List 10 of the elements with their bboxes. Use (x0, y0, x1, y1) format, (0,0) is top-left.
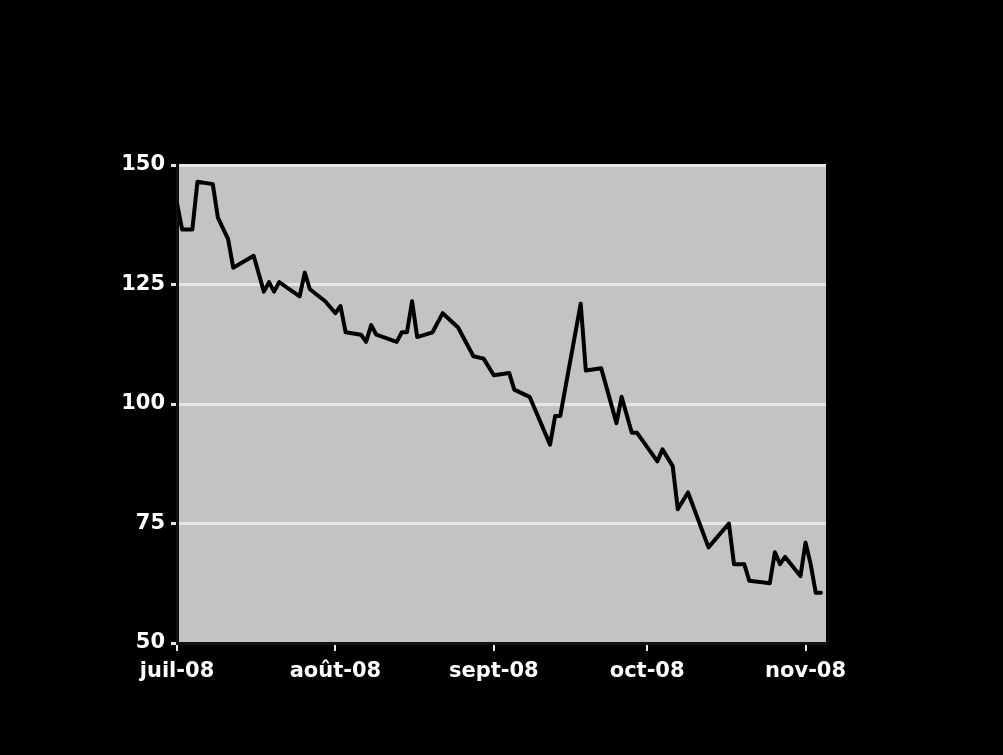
y-tick-label: 100 (121, 390, 165, 415)
x-tick-label: oct-08 (609, 658, 685, 683)
x-tick-label: août-08 (289, 658, 382, 683)
x-tick-label: juil-08 (138, 658, 215, 683)
y-tick-label: 50 (135, 629, 165, 654)
y-tick-label: 150 (121, 151, 165, 176)
x-tick-label: nov-08 (765, 658, 847, 683)
x-tick-label: sept-08 (448, 658, 539, 683)
y-tick-label: 125 (121, 270, 165, 295)
y-tick-label: 75 (135, 509, 165, 534)
